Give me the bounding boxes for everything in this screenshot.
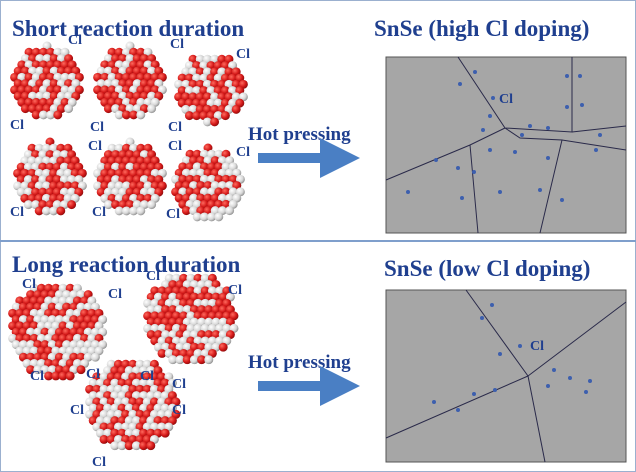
process-label: Hot pressing — [248, 124, 351, 145]
atom — [136, 206, 145, 215]
cl-label: Cl — [228, 283, 242, 298]
cl-label: Cl — [168, 139, 182, 154]
atom — [56, 206, 65, 215]
grain-label: Cl — [530, 339, 544, 354]
cl-label: Cl — [68, 33, 82, 48]
atom — [147, 200, 156, 209]
cl-label: Cl — [90, 120, 104, 135]
cl-label: Cl — [108, 287, 122, 302]
cl-label: Cl — [10, 205, 24, 220]
cl-label: Cl — [170, 37, 184, 52]
cl-label: Cl — [86, 367, 100, 382]
panel-title: Short reaction duration — [12, 16, 244, 41]
atom — [214, 212, 223, 221]
cl-label: Cl — [92, 455, 106, 470]
atom — [77, 365, 86, 374]
cl-label: Cl — [166, 207, 180, 222]
grain-box — [386, 290, 626, 462]
cl-label: Cl — [172, 403, 186, 418]
grain-map: Cl — [386, 57, 626, 233]
atom — [91, 353, 100, 362]
atom — [147, 104, 156, 113]
atom — [210, 117, 219, 126]
cl-label: Cl — [172, 377, 186, 392]
atom — [53, 110, 62, 119]
atom — [146, 441, 155, 450]
grain-box — [386, 57, 626, 233]
cl-label: Cl — [30, 369, 44, 384]
atom — [225, 206, 234, 215]
product-title: SnSe (high Cl doping) — [374, 16, 589, 41]
nanoparticle — [143, 274, 238, 364]
panel-title: Long reaction duration — [12, 252, 241, 277]
atom — [66, 371, 75, 380]
atom — [204, 355, 213, 364]
cl-label: Cl — [92, 205, 106, 220]
cl-label: Cl — [146, 269, 160, 284]
cl-label: Cl — [236, 145, 250, 160]
process-label: Hot pressing — [248, 352, 351, 373]
atom — [221, 111, 230, 120]
cl-label: Cl — [10, 118, 24, 133]
cl-label: Cl — [236, 47, 250, 62]
product-title: SnSe (low Cl doping) — [384, 256, 590, 281]
cl-label: Cl — [22, 277, 36, 292]
atom — [64, 104, 73, 113]
atom — [67, 200, 76, 209]
figure: Short reaction duration SnSe (high Cl do… — [0, 0, 636, 472]
cl-label: Cl — [140, 369, 154, 384]
grain-map: Cl — [386, 290, 626, 462]
atom — [219, 343, 228, 352]
atom — [136, 110, 145, 119]
cl-label: Cl — [88, 139, 102, 154]
atom — [161, 429, 170, 438]
atom — [232, 105, 241, 114]
cl-label: Cl — [70, 403, 84, 418]
grain-label: Cl — [499, 92, 513, 107]
cl-label: Cl — [168, 120, 182, 135]
